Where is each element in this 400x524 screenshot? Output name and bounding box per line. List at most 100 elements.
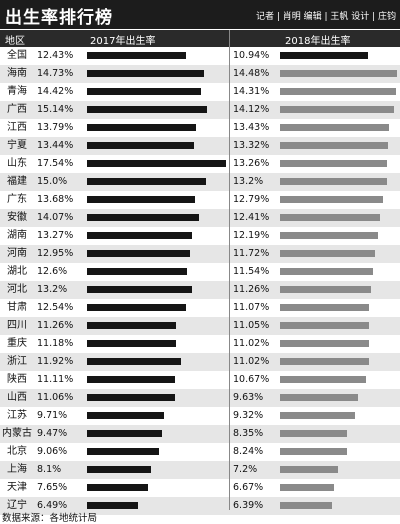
table-row: 重庆 11.18% 11.02% (0, 335, 400, 353)
region-label: 上海 (7, 464, 27, 475)
table-row: 青海 14.42% 14.31% (0, 83, 400, 101)
bar-2018 (280, 484, 334, 491)
region-label: 广西 (7, 104, 27, 115)
column-divider (229, 30, 230, 510)
value-label-2018: 13.26% (233, 158, 270, 169)
bar-2017 (87, 250, 190, 257)
value-label-2018: 14.48% (233, 68, 270, 79)
bar-2018 (280, 178, 387, 185)
bar-2018 (280, 340, 369, 347)
bar-2018 (280, 358, 369, 365)
bar-2018 (280, 160, 387, 167)
table-row: 四川 11.26% 11.05% (0, 317, 400, 335)
region-label: 四川 (7, 320, 27, 331)
value-label-2017: 14.42% (37, 86, 74, 97)
region-label: 江苏 (7, 410, 27, 421)
value-label-2017: 13.27% (37, 230, 74, 241)
bar-2017 (87, 466, 151, 473)
value-label-2018: 6.67% (233, 482, 264, 493)
table-row: 内蒙古 9.47% 8.35% (0, 425, 400, 443)
value-label-2017: 13.44% (37, 140, 74, 151)
bar-2018 (280, 286, 371, 293)
bar-2017 (87, 484, 148, 491)
bar-2018 (280, 106, 394, 113)
bar-2018 (280, 466, 338, 473)
value-label-2018: 12.79% (233, 194, 270, 205)
region-label: 河南 (7, 248, 27, 259)
table-row: 全国 12.43% 10.94% (0, 47, 400, 65)
column-header-2018: 2018年出生率 (285, 36, 351, 47)
bar-2018 (280, 214, 380, 221)
region-label: 河北 (7, 284, 27, 295)
value-label-2017: 15.14% (37, 104, 74, 115)
value-label-2017: 13.2% (37, 284, 68, 295)
bar-2018 (280, 322, 369, 329)
table-row: 湖南 13.27% 12.19% (0, 227, 400, 245)
bar-2018 (280, 142, 388, 149)
bar-2018 (280, 376, 366, 383)
table-row: 河北 13.2% 11.26% (0, 281, 400, 299)
table-row: 上海 8.1% 7.2% (0, 461, 400, 479)
region-label: 湖南 (7, 230, 27, 241)
value-label-2018: 11.72% (233, 248, 270, 259)
table-row: 浙江 11.92% 11.02% (0, 353, 400, 371)
value-label-2017: 12.6% (37, 266, 68, 277)
value-label-2017: 9.71% (37, 410, 68, 421)
bar-2017 (87, 340, 176, 347)
bar-2017 (87, 358, 181, 365)
value-label-2017: 8.1% (37, 464, 62, 475)
value-label-2018: 10.67% (233, 374, 270, 385)
region-label: 青海 (7, 86, 27, 97)
value-label-2018: 11.02% (233, 338, 270, 349)
table-row: 福建 15.0% 13.2% (0, 173, 400, 191)
region-label: 辽宁 (7, 500, 27, 511)
bar-2017 (87, 142, 194, 149)
bar-2017 (87, 430, 162, 437)
bar-2017 (87, 268, 187, 275)
bar-2017 (87, 502, 138, 509)
header-bar: 出生率排行榜 记者 | 肖明 编辑 | 王帆 设计 | 庄钧 (0, 0, 400, 29)
table-row: 甘肃 12.54% 11.07% (0, 299, 400, 317)
region-label: 浙江 (7, 356, 27, 367)
bar-2017 (87, 322, 176, 329)
value-label-2018: 8.35% (233, 428, 264, 439)
bar-2017 (87, 196, 195, 203)
value-label-2017: 14.07% (37, 212, 74, 223)
value-label-2017: 11.26% (37, 320, 74, 331)
region-label: 内蒙古 (2, 428, 32, 439)
bar-2018 (280, 124, 389, 131)
bar-2017 (87, 232, 192, 239)
region-label: 全国 (7, 50, 27, 61)
region-label: 江西 (7, 122, 27, 133)
data-source: 数据来源：各地统计局 (2, 513, 98, 524)
bar-2018 (280, 412, 355, 419)
table-row: 宁夏 13.44% 13.32% (0, 137, 400, 155)
table-row: 广西 15.14% 14.12% (0, 101, 400, 119)
bar-2017 (87, 214, 199, 221)
region-label: 广东 (7, 194, 27, 205)
bar-2018 (280, 70, 397, 77)
bar-2017 (87, 304, 186, 311)
table-row: 湖北 12.6% 11.54% (0, 263, 400, 281)
bar-2018 (280, 430, 347, 437)
column-header-2017: 2017年出生率 (90, 36, 156, 47)
credits: 记者 | 肖明 编辑 | 王帆 设计 | 庄钧 (256, 12, 396, 22)
value-label-2018: 13.2% (233, 176, 264, 187)
bar-2018 (280, 232, 378, 239)
bar-2017 (87, 160, 226, 167)
table-row: 广东 13.68% 12.79% (0, 191, 400, 209)
value-label-2018: 11.02% (233, 356, 270, 367)
region-label: 湖北 (7, 266, 27, 277)
bar-2018 (280, 250, 375, 257)
table-row: 北京 9.06% 8.24% (0, 443, 400, 461)
value-label-2017: 14.73% (37, 68, 74, 79)
value-label-2018: 6.39% (233, 500, 264, 511)
value-label-2017: 11.18% (37, 338, 74, 349)
value-label-2018: 11.07% (233, 302, 270, 313)
region-label: 海南 (7, 68, 27, 79)
region-label: 甘肃 (7, 302, 27, 313)
value-label-2018: 14.12% (233, 104, 270, 115)
value-label-2018: 12.19% (233, 230, 270, 241)
table-row: 辽宁 6.49% 6.39% (0, 497, 400, 515)
region-label: 重庆 (7, 338, 27, 349)
